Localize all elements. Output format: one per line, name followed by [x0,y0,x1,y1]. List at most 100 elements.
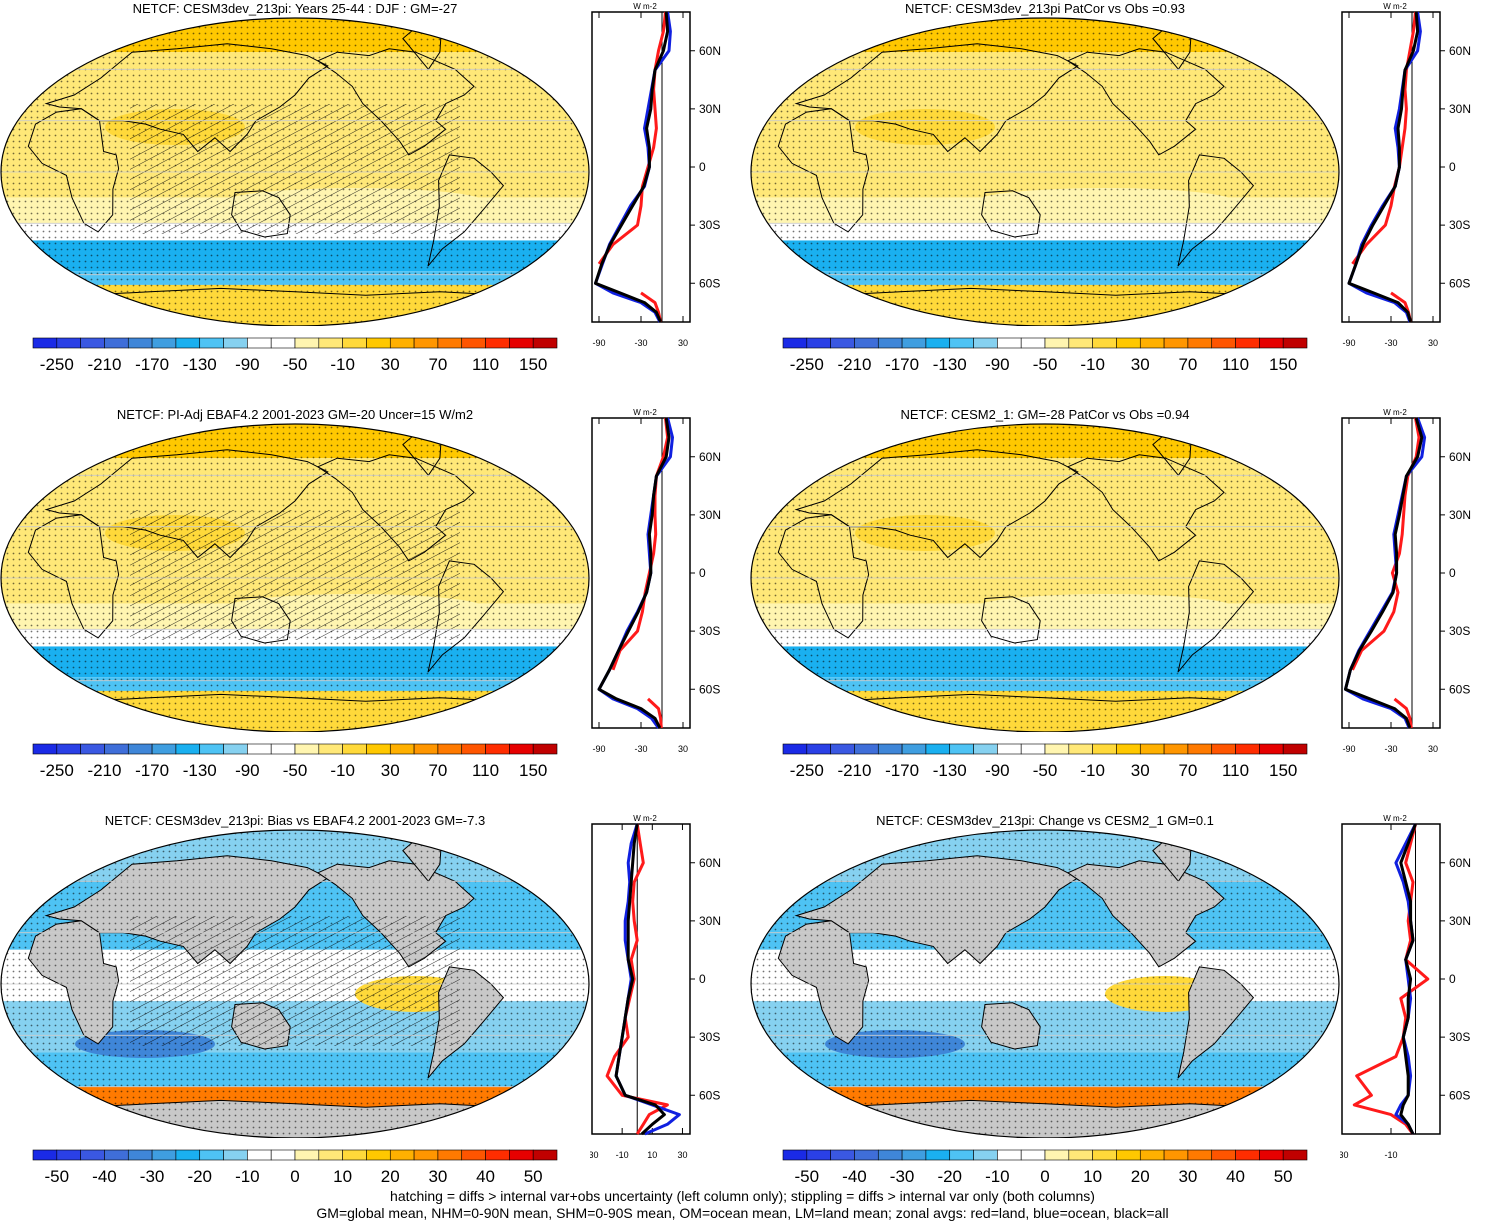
colorbar-label: 150 [1269,355,1297,374]
colorbar-segment [1259,337,1284,349]
colorbar-label: -10 [985,1167,1010,1186]
colorbar-label: -20 [937,1167,962,1186]
x-tick-label: 30 [678,744,688,754]
y-tick-label: 60S [1449,682,1470,696]
y-tick-label: 30N [699,102,721,116]
colorbar-label: -130 [933,355,967,374]
colorbar-segment [997,337,1022,349]
x-tick-label: -10 [1384,1150,1397,1160]
map-fill [1,18,589,326]
colorbar-label: 150 [1269,761,1297,780]
colorbar-label: -130 [183,355,217,374]
colorbar: -250 -210 -170 -130 -90 -50 -10 30 70 110 150 [782,337,1308,374]
colorbar-segment [56,743,81,755]
colorbar-label: 40 [1226,1167,1245,1186]
colorbar-label: -170 [885,355,919,374]
colorbar-segment [1044,743,1070,755]
colorbar-segment [461,743,486,755]
colorbar-label: -170 [885,761,919,780]
colorbar-segment [127,337,153,349]
all-zonal-line [1399,823,1417,1135]
x-tick-label: -90 [592,338,605,348]
colorbar-segment [318,337,343,349]
colorbar-label: 30 [1131,761,1150,780]
colorbar-segment [437,337,463,349]
colorbar-label: 70 [428,761,447,780]
colorbar-segment [973,743,998,755]
colorbar-segment [175,1149,201,1161]
colorbar-segment [270,743,296,755]
colorbar-segment [877,1149,903,1161]
colorbar-segment [199,1149,224,1161]
colorbar-segment [782,743,808,755]
colorbar-segment [1187,1149,1213,1161]
colorbar-segment [509,337,534,349]
unit-label: W m-2 [1383,2,1407,11]
colorbar: -250 -210 -170 -130 -90 -50 -10 30 70 110 150 [32,743,558,780]
colorbar-label: -250 [40,355,74,374]
colorbar-segment [199,743,224,755]
colorbar-segment [973,1149,998,1161]
unit-label: W m-2 [633,814,657,823]
y-tick-label: 30S [699,624,720,638]
colorbar-label: 40 [476,1167,495,1186]
colorbar-label: 20 [381,1167,400,1186]
colorbar-segment [389,743,415,755]
colorbar-label: -50 [795,1167,820,1186]
colorbar-label: -40 [92,1167,117,1186]
colorbar-segment [1139,1149,1165,1161]
hatching [130,916,460,1046]
colorbar: -50 -40 -30 -20 -10 0 10 20 30 40 50 [32,1149,558,1186]
colorbar-label: 70 [428,355,447,374]
colorbar-segment [949,337,974,349]
colorbar-segment [1187,743,1213,755]
zonal-average-plot: W m-2 -30 -10 10 30 60N 30N 0 30S 60S [590,814,721,1160]
zonal-average-plot: W m-2 -90 -30 30 60N 30N 0 30S 60S [1341,2,1471,348]
map-border [0,423,590,732]
colorbar-segment [104,1149,129,1161]
colorbar-segment [318,743,343,755]
plot-frame [591,417,691,729]
colorbar-segment [485,743,510,755]
colorbar-label: 0 [290,1167,299,1186]
unit-label: W m-2 [1383,814,1407,823]
colorbar-label: 10 [1083,1167,1102,1186]
ocean-zonal-line [614,823,681,1136]
x-tick-label: -30 [590,1150,599,1160]
panel-bl: NETCF: CESM3dev_213pi: Bias vs EBAF4.2 2… [0,812,742,1217]
y-tick-label: 0 [699,566,706,580]
colorbar-segment [1211,1149,1236,1161]
colorbar-segment [151,1149,177,1161]
y-tick-label: 60N [699,44,721,58]
colorbar-segment [997,1149,1022,1161]
ocean-zonal-line [1394,823,1417,1135]
colorbar-label: -10 [235,1167,260,1186]
zonal-average-plot: W m-2 -90 -30 30 60N 30N 0 30S 60S [591,2,721,348]
colorbar-segment [1235,337,1260,349]
y-tick-label: 30S [1449,1030,1470,1044]
y-tick-label: 30N [699,914,721,928]
colorbar-segment [32,337,58,349]
colorbar-segment [830,337,855,349]
colorbar-segment [32,1149,58,1161]
colorbar-segment [437,743,463,755]
x-tick-label: -90 [592,744,605,754]
all-zonal-line [614,823,666,1136]
colorbar-label: -20 [187,1167,212,1186]
colorbar-segment [1211,743,1236,755]
y-tick-label: 30S [1449,624,1470,638]
colorbar-segment [1116,743,1141,755]
x-tick-label: -30 [1384,744,1397,754]
colorbar-segment [318,1149,343,1161]
y-tick-label: 30S [699,218,720,232]
y-tick-label: 60N [699,856,721,870]
colorbar-segment [1139,743,1165,755]
colorbar-label: -30 [140,1167,165,1186]
x-tick-label: 30 [1428,744,1438,754]
colorbar-segment [247,1149,272,1161]
colorbar-segment [32,743,58,755]
colorbar-label: -250 [790,761,824,780]
panel-mr: NETCF: CESM2_1: GM=-28 PatCor vs Obs =0.… [750,406,1485,811]
x-tick-label: -90 [1342,744,1355,754]
colorbar-segment [294,337,320,349]
